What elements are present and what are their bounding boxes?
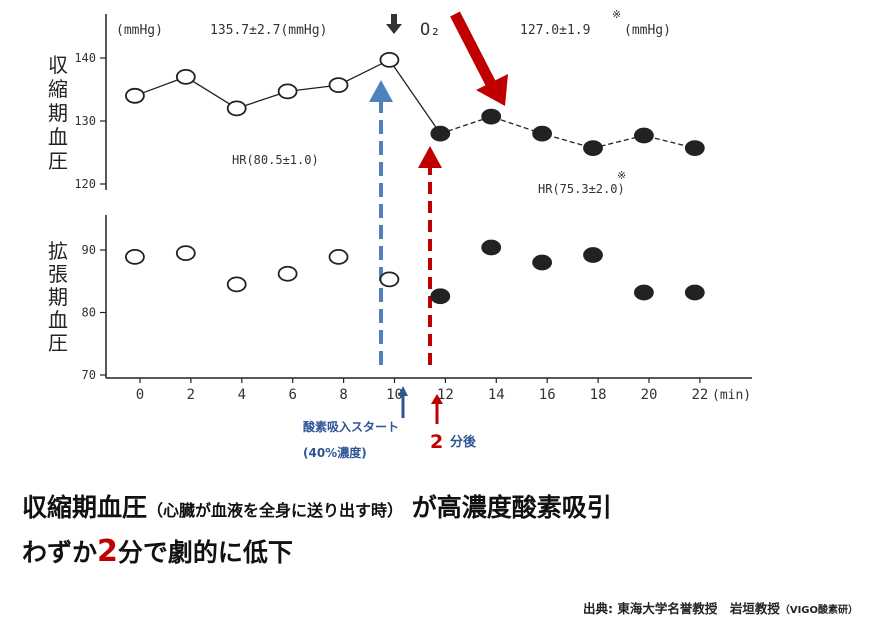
annotation-before: 135.7±2.7(mmHg): [210, 23, 327, 38]
data-marks: [125, 51, 705, 305]
filled-data-point: [481, 108, 502, 125]
hr-after-mark: ※: [617, 169, 626, 182]
systolic-axis-label: 収縮期血圧: [48, 53, 68, 173]
series-line: [440, 115, 695, 149]
oxygen-start-marker: [398, 386, 408, 418]
filled-data-point: [684, 140, 705, 156]
open-data-point: [175, 69, 196, 85]
filled-data-point: [430, 125, 451, 142]
filled-data-point: [583, 140, 603, 156]
headline-line-1: 収縮期血圧（心臓が血液を全身に送り出す時） が高濃度酸素吸引: [22, 488, 612, 524]
series-line: [134, 59, 390, 110]
annotation-after: 127.0±1.9: [520, 23, 590, 38]
blue-dashed-arrow: [369, 80, 393, 365]
two-min-marker: [431, 394, 443, 424]
y-tick-label: 120: [74, 177, 96, 191]
headline-tail: が高濃度酸素吸引: [403, 493, 612, 522]
open-data-point: [226, 100, 247, 117]
headline-main: 収縮期血圧: [22, 493, 148, 522]
x-tick-label: 8: [339, 387, 347, 403]
concentration-note: (40%濃度): [303, 445, 367, 460]
headline-paren: （心臓が血液を全身に送り出す時）: [147, 501, 404, 520]
headline-number: 2: [97, 534, 118, 569]
hr-before-label: HR(80.5±1.0): [232, 153, 319, 167]
y-tick-label: 130: [74, 114, 96, 128]
y-tick-label: 70: [82, 368, 96, 382]
oxygen-start-note: 酸素吸入スタート: [303, 419, 399, 434]
red-dashed-arrow: [418, 146, 442, 365]
filled-data-point: [430, 288, 451, 305]
x-tick-label: 22: [691, 387, 708, 403]
red-diagonal-arrow: [450, 11, 508, 106]
filled-data-point: [532, 125, 553, 142]
headline-post: 分で劇的に低下: [117, 538, 293, 567]
open-data-point: [125, 248, 145, 265]
after-text: 分後: [450, 434, 477, 450]
x-tick-label: 10: [386, 387, 403, 403]
open-data-point: [328, 77, 349, 93]
filled-data-point: [634, 127, 654, 144]
down-arrow-icon: [386, 14, 402, 34]
open-data-point: [226, 276, 247, 293]
open-data-point: [379, 51, 400, 68]
filled-data-point: [532, 254, 553, 271]
x-tick-label: 2: [187, 387, 195, 403]
hr-after-label: HR(75.3±2.0): [538, 182, 625, 196]
filled-data-point: [583, 247, 603, 263]
x-unit-label: (min): [712, 388, 751, 403]
open-data-point: [175, 245, 196, 262]
y-tick-label: 80: [82, 306, 96, 320]
source-main: 出典: 東海大学名誉教授 岩垣教授: [582, 601, 780, 616]
x-tick-label: 4: [238, 387, 246, 403]
source-paren: （VIGO酸素研）: [779, 605, 858, 616]
headline-line-2: わずか2分で劇的に低下: [22, 533, 293, 569]
annotation-after-mark: ※: [612, 8, 621, 21]
diastolic-ticks: 90 80 70: [82, 243, 106, 382]
x-tick-label: 20: [641, 387, 658, 403]
diastolic-axis-label: 拡張期血圧: [48, 239, 68, 355]
open-data-point: [125, 87, 145, 104]
unit-label: (mmHg): [116, 23, 163, 38]
open-data-point: [277, 83, 298, 100]
filled-data-point: [684, 284, 705, 301]
x-tick-label: 18: [590, 387, 607, 403]
x-tick-label: 0: [136, 387, 144, 403]
annotation-after-unit: (mmHg): [624, 23, 671, 38]
open-data-point: [277, 265, 298, 282]
x-tick-label: 14: [488, 387, 505, 403]
filled-data-point: [634, 284, 654, 301]
headline-pre: わずか: [22, 538, 98, 567]
phase-transition-line: [388, 59, 441, 134]
systolic-ticks: 140 130 120: [74, 51, 106, 191]
y-tick-label: 140: [74, 51, 96, 65]
chart-figure: 収縮期血圧 拡張期血圧 (mmHg) 135.7±2.7(mmHg) O₂ 12…: [48, 8, 752, 460]
x-tick-label: 16: [539, 387, 556, 403]
x-tick-label: 12: [437, 387, 454, 403]
after-number: 2: [430, 431, 443, 453]
x-ticks: 0 2 4 6 8 10 12 14 16 18 20 22 (min): [136, 378, 751, 403]
source-citation: 出典: 東海大学名誉教授 岩垣教授（VIGO酸素研）: [583, 598, 858, 617]
open-data-point: [379, 271, 400, 288]
o2-label: O₂: [420, 20, 440, 40]
open-data-point: [328, 248, 349, 265]
filled-data-point: [481, 239, 502, 256]
y-tick-label: 90: [82, 243, 96, 257]
x-tick-label: 6: [288, 387, 296, 403]
